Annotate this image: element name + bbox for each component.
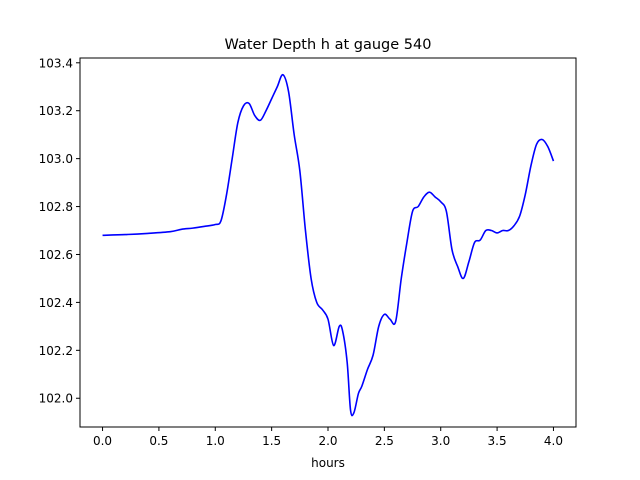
- y-tick-label: 102.4: [39, 296, 73, 310]
- x-tick-label: 0.5: [149, 434, 168, 448]
- x-tick-label: 3.0: [431, 434, 450, 448]
- x-axis-label: hours: [311, 456, 345, 470]
- x-tick-label: 2.0: [318, 434, 337, 448]
- y-tick-label: 103.4: [39, 56, 73, 70]
- series-line-0: [102, 73, 555, 417]
- y-tick-label: 103.0: [39, 152, 73, 166]
- x-tick-label: 4.0: [544, 434, 563, 448]
- y-axis: 102.0 102.2 102.4 102.6 102.8 103.0 103.2 103.4: [39, 56, 80, 406]
- x-tick-label: 1.5: [262, 434, 281, 448]
- x-tick-label: 1.0: [206, 434, 225, 448]
- y-tick-label: 102.2: [39, 344, 73, 358]
- y-tick-label: 102.6: [39, 248, 73, 262]
- x-tick-label: 0.0: [93, 434, 112, 448]
- x-tick-label: 2.5: [375, 434, 394, 448]
- x-tick-label: 3.5: [488, 434, 507, 448]
- y-tick-label: 102.0: [39, 392, 73, 406]
- series-layer: [102, 73, 555, 417]
- y-tick-label: 102.8: [39, 200, 73, 214]
- x-axis: 0.0 0.5 1.0 1.5 2.0 2.5 3.0 3.5 4.0: [93, 427, 563, 448]
- y-tick-label: 103.2: [39, 104, 73, 118]
- chart-title: Water Depth h at gauge 540: [225, 37, 432, 53]
